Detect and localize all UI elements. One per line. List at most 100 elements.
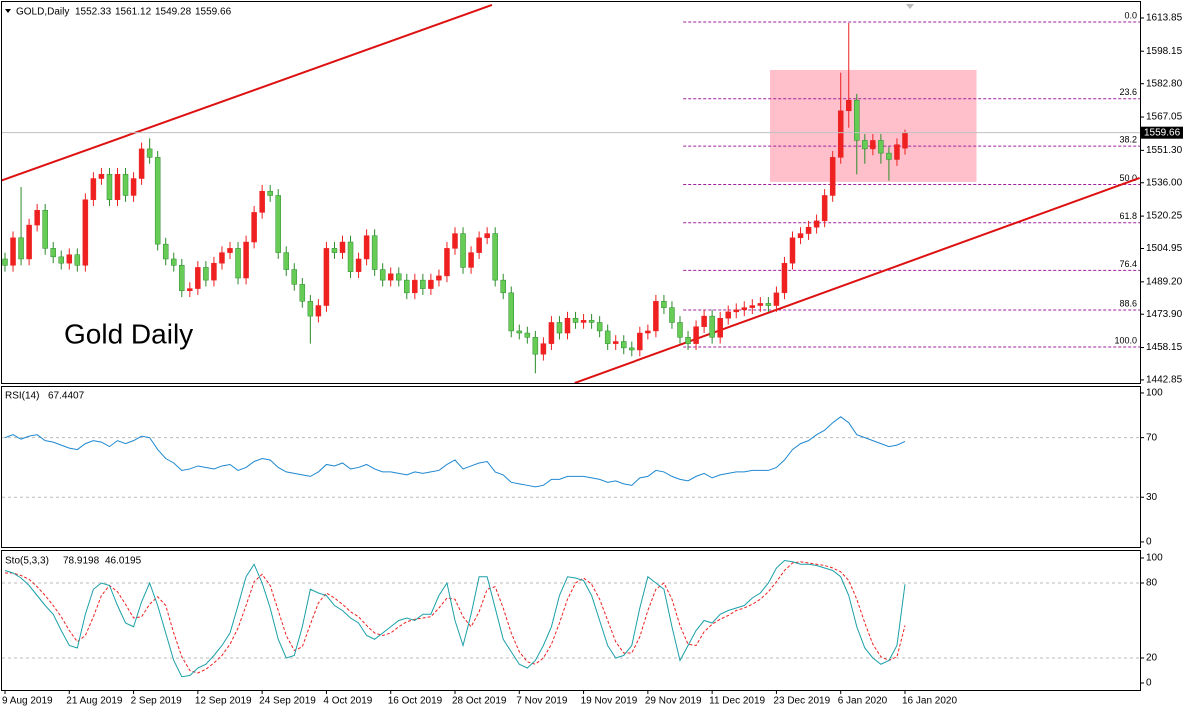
candle-body bbox=[596, 322, 603, 332]
candle-body bbox=[428, 279, 434, 289]
candle-body bbox=[524, 332, 531, 338]
y-tick-label: 1551.30 bbox=[1146, 145, 1183, 156]
candle-body bbox=[315, 305, 322, 317]
candle-body bbox=[235, 248, 241, 279]
candle-body bbox=[846, 99, 852, 112]
candle-body bbox=[66, 254, 73, 264]
y-tick-label: 1582.80 bbox=[1146, 78, 1183, 89]
candle-body bbox=[396, 273, 402, 281]
candle-body bbox=[677, 322, 683, 338]
candle-body bbox=[436, 275, 442, 281]
candle-body bbox=[347, 241, 354, 272]
zone-rectangle bbox=[770, 69, 977, 182]
candle-body bbox=[323, 248, 330, 306]
candle-body bbox=[580, 320, 587, 323]
candle-body bbox=[894, 144, 900, 160]
candle-body bbox=[829, 157, 836, 196]
candle-body bbox=[870, 140, 876, 150]
y-tick-label: 20 bbox=[1146, 653, 1158, 664]
candle-body bbox=[637, 332, 643, 351]
candle-body bbox=[90, 178, 97, 200]
candle-body bbox=[460, 233, 466, 268]
fib-label: 88.6 bbox=[1119, 298, 1137, 308]
candle-body bbox=[74, 254, 81, 266]
fib-label: 50.0 bbox=[1119, 173, 1137, 183]
candle-body bbox=[693, 326, 699, 344]
candle-body bbox=[701, 315, 707, 327]
candle-body bbox=[2, 258, 8, 266]
trendline bbox=[574, 176, 1140, 383]
candle-body bbox=[187, 288, 193, 291]
candle-body bbox=[291, 269, 298, 285]
candle-body bbox=[275, 195, 281, 253]
y-tick-label: 100 bbox=[1146, 553, 1163, 564]
candle-body bbox=[404, 279, 410, 294]
candle-body bbox=[283, 252, 289, 270]
y-tick-label: 1458.15 bbox=[1146, 342, 1183, 353]
candle-body bbox=[195, 267, 201, 289]
candle-body bbox=[821, 195, 828, 222]
candle-body bbox=[540, 343, 547, 355]
candle-body bbox=[259, 190, 265, 213]
candle-body bbox=[355, 258, 362, 272]
rsi-title: RSI(14) bbox=[5, 391, 39, 402]
candle-body bbox=[886, 152, 892, 160]
indicator-line bbox=[4, 559, 906, 678]
candle-body bbox=[556, 322, 563, 334]
x-tick-label: 6 Jan 2020 bbox=[838, 696, 888, 707]
y-tick-label: 1504.95 bbox=[1146, 243, 1183, 254]
candle-body bbox=[604, 330, 611, 344]
candle-body bbox=[251, 212, 257, 243]
x-tick-label: 11 Dec 2019 bbox=[709, 696, 765, 707]
candle-body bbox=[878, 140, 884, 154]
candle-body bbox=[862, 140, 868, 150]
fib-label: 76.4 bbox=[1119, 259, 1137, 269]
candle-body bbox=[50, 248, 56, 258]
header-high: 1561.12 bbox=[115, 7, 152, 18]
candle-body bbox=[765, 303, 772, 306]
y-tick-label: 1567.05 bbox=[1146, 112, 1183, 123]
y-tick-label: 1489.20 bbox=[1146, 276, 1183, 287]
candle-body bbox=[387, 273, 394, 281]
y-tick-label: 1473.90 bbox=[1146, 309, 1183, 320]
candle-body bbox=[733, 309, 739, 313]
y-tick-label: 0 bbox=[1146, 678, 1152, 689]
annotation: Gold Daily bbox=[64, 318, 193, 349]
y-tick-label: 100 bbox=[1146, 388, 1163, 399]
x-tick-label: 21 Aug 2019 bbox=[66, 696, 123, 707]
x-tick-label: 16 Jan 2020 bbox=[902, 696, 957, 707]
stoch-signal-value: 46.0195 bbox=[105, 556, 142, 567]
chart-title: GOLD,Daily bbox=[16, 7, 69, 18]
candle-body bbox=[339, 241, 346, 253]
candle-body bbox=[331, 248, 338, 253]
candle-body bbox=[781, 262, 788, 294]
header-low: 1549.28 bbox=[155, 7, 192, 18]
candle-body bbox=[476, 237, 482, 253]
candle-body bbox=[532, 337, 539, 355]
candle-body bbox=[34, 210, 40, 226]
candle-body bbox=[902, 132, 908, 149]
x-tick-label: 4 Oct 2019 bbox=[323, 696, 372, 707]
x-tick-label: 12 Sep 2019 bbox=[195, 696, 252, 707]
x-tick-label: 29 Nov 2019 bbox=[645, 696, 702, 707]
candle-body bbox=[138, 148, 145, 179]
candle-body bbox=[508, 292, 514, 332]
candle-body bbox=[572, 317, 579, 323]
indicator-line bbox=[4, 416, 906, 488]
candle-body bbox=[307, 301, 314, 317]
candle-body bbox=[516, 330, 523, 334]
candle-body bbox=[179, 265, 185, 291]
stoch-main-value: 78.9198 bbox=[63, 556, 100, 567]
fib-label: 23.6 bbox=[1119, 87, 1137, 97]
candle-body bbox=[452, 233, 458, 249]
x-tick-label: 23 Dec 2019 bbox=[773, 696, 830, 707]
candle-body bbox=[227, 248, 233, 253]
candle-body bbox=[10, 237, 16, 266]
candle-body bbox=[789, 237, 796, 264]
candle-body bbox=[709, 315, 715, 338]
candle-body bbox=[371, 235, 378, 270]
candle-body bbox=[741, 307, 748, 311]
candle-body bbox=[243, 241, 249, 279]
fib-label: 100.0 bbox=[1114, 335, 1137, 345]
